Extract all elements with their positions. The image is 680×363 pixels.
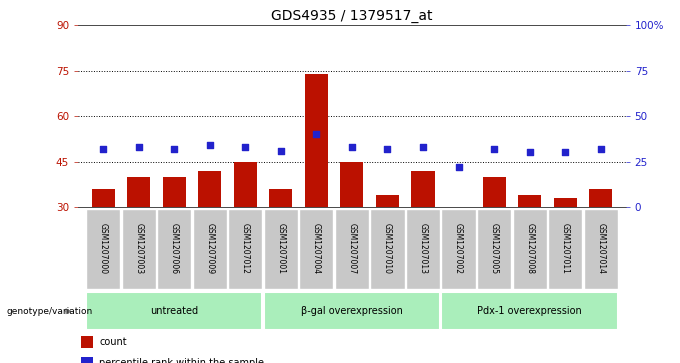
Bar xyxy=(81,357,93,363)
Text: GSM1207013: GSM1207013 xyxy=(418,223,428,274)
Bar xyxy=(513,209,547,289)
Text: genotype/variation: genotype/variation xyxy=(7,307,93,316)
Bar xyxy=(198,171,221,207)
Point xyxy=(453,164,464,170)
Text: β-gal overexpression: β-gal overexpression xyxy=(301,306,403,316)
Bar xyxy=(411,171,435,207)
Bar xyxy=(264,209,298,289)
Bar xyxy=(228,209,262,289)
Title: GDS4935 / 1379517_at: GDS4935 / 1379517_at xyxy=(271,9,432,23)
Point xyxy=(169,146,180,152)
Point xyxy=(311,131,322,137)
Bar xyxy=(376,195,399,207)
Text: GSM1207004: GSM1207004 xyxy=(312,223,321,274)
Text: GSM1207008: GSM1207008 xyxy=(525,223,534,274)
Text: untreated: untreated xyxy=(150,306,199,316)
Point xyxy=(382,146,393,152)
Bar xyxy=(122,209,156,289)
Bar xyxy=(92,189,115,207)
Point xyxy=(98,146,109,152)
Point xyxy=(524,150,535,155)
Bar xyxy=(127,177,150,207)
Bar xyxy=(554,198,577,207)
Text: GSM1207006: GSM1207006 xyxy=(170,223,179,274)
Bar xyxy=(234,162,257,207)
Bar xyxy=(441,292,618,330)
Bar xyxy=(269,189,292,207)
Point xyxy=(133,144,144,150)
Point xyxy=(489,146,500,152)
Text: GSM1207014: GSM1207014 xyxy=(596,223,605,274)
Text: GSM1207000: GSM1207000 xyxy=(99,223,107,274)
Bar xyxy=(299,209,333,289)
Bar xyxy=(583,209,617,289)
Bar xyxy=(81,335,93,348)
Text: GSM1207001: GSM1207001 xyxy=(276,223,286,274)
Bar xyxy=(477,209,511,289)
Text: GSM1207010: GSM1207010 xyxy=(383,223,392,274)
Point xyxy=(418,144,428,150)
Bar xyxy=(548,209,582,289)
Bar xyxy=(406,209,440,289)
Point xyxy=(346,144,358,150)
Text: GSM1207011: GSM1207011 xyxy=(561,223,570,274)
Text: Pdx-1 overexpression: Pdx-1 overexpression xyxy=(477,306,582,316)
Text: GSM1207007: GSM1207007 xyxy=(347,223,356,274)
Text: GSM1207003: GSM1207003 xyxy=(134,223,143,274)
Text: GSM1207012: GSM1207012 xyxy=(241,223,250,274)
Bar xyxy=(483,177,506,207)
Text: GSM1207005: GSM1207005 xyxy=(490,223,498,274)
Bar xyxy=(163,177,186,207)
Bar xyxy=(335,209,369,289)
Bar xyxy=(341,162,363,207)
Text: GSM1207009: GSM1207009 xyxy=(205,223,214,274)
Bar xyxy=(264,292,440,330)
Point xyxy=(240,144,251,150)
Bar xyxy=(589,189,612,207)
Bar xyxy=(441,209,475,289)
Bar xyxy=(305,74,328,207)
Bar xyxy=(86,209,120,289)
Bar xyxy=(447,207,470,295)
Bar xyxy=(371,209,405,289)
Point xyxy=(560,150,571,155)
Text: count: count xyxy=(99,337,126,347)
Bar xyxy=(86,292,262,330)
Point xyxy=(204,142,215,148)
Point xyxy=(275,148,286,154)
Bar xyxy=(518,195,541,207)
Text: percentile rank within the sample: percentile rank within the sample xyxy=(99,358,264,363)
Point xyxy=(595,146,606,152)
Bar xyxy=(192,209,227,289)
Bar xyxy=(157,209,191,289)
Text: GSM1207002: GSM1207002 xyxy=(454,223,463,274)
